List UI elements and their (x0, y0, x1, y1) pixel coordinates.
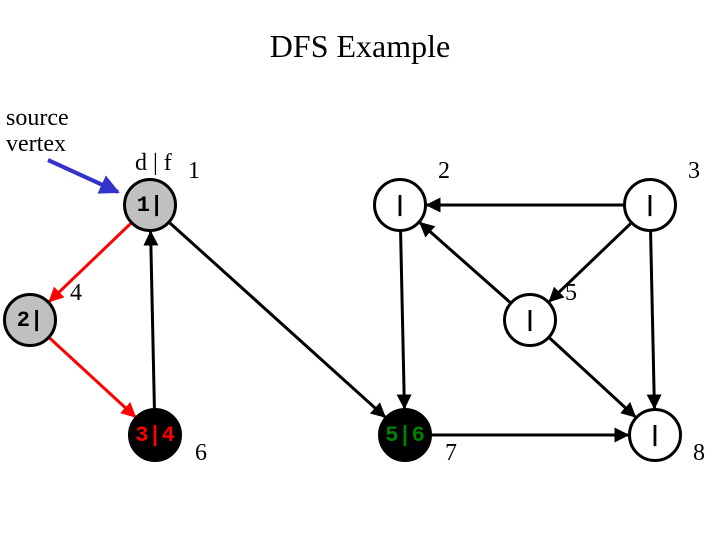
edge-5-8 (550, 338, 635, 416)
edges-layer (0, 0, 720, 540)
source-arrow (48, 160, 118, 192)
edge-3-8 (651, 232, 655, 408)
node-num-4: 4 (70, 280, 82, 307)
node-num-7: 7 (445, 440, 457, 467)
node-num-2: 2 (438, 158, 450, 185)
node-6: 3|4 (128, 408, 182, 462)
edge-3-5 (549, 224, 630, 302)
node-num-8: 8 (693, 440, 705, 467)
node-2: | (373, 178, 427, 232)
node-num-5: 5 (565, 280, 577, 307)
node-num-6: 6 (195, 440, 207, 467)
node-3: | (623, 178, 677, 232)
edge-4-6 (50, 338, 135, 416)
node-1: 1| (123, 178, 177, 232)
node-num-3: 3 (688, 158, 700, 185)
edge-1-7 (170, 223, 385, 417)
node-7: 5|6 (378, 408, 432, 462)
diagram-canvas: DFS Example source vertex d | f 1|1|2|32… (0, 0, 720, 540)
edge-5-2 (420, 223, 510, 302)
edge-6-1 (151, 232, 155, 408)
node-num-1: 1 (188, 158, 200, 185)
edge-1-4 (49, 224, 130, 302)
node-8: | (628, 408, 682, 462)
node-5: | (503, 293, 557, 347)
edge-2-7 (401, 232, 405, 408)
node-4: 2| (3, 293, 57, 347)
